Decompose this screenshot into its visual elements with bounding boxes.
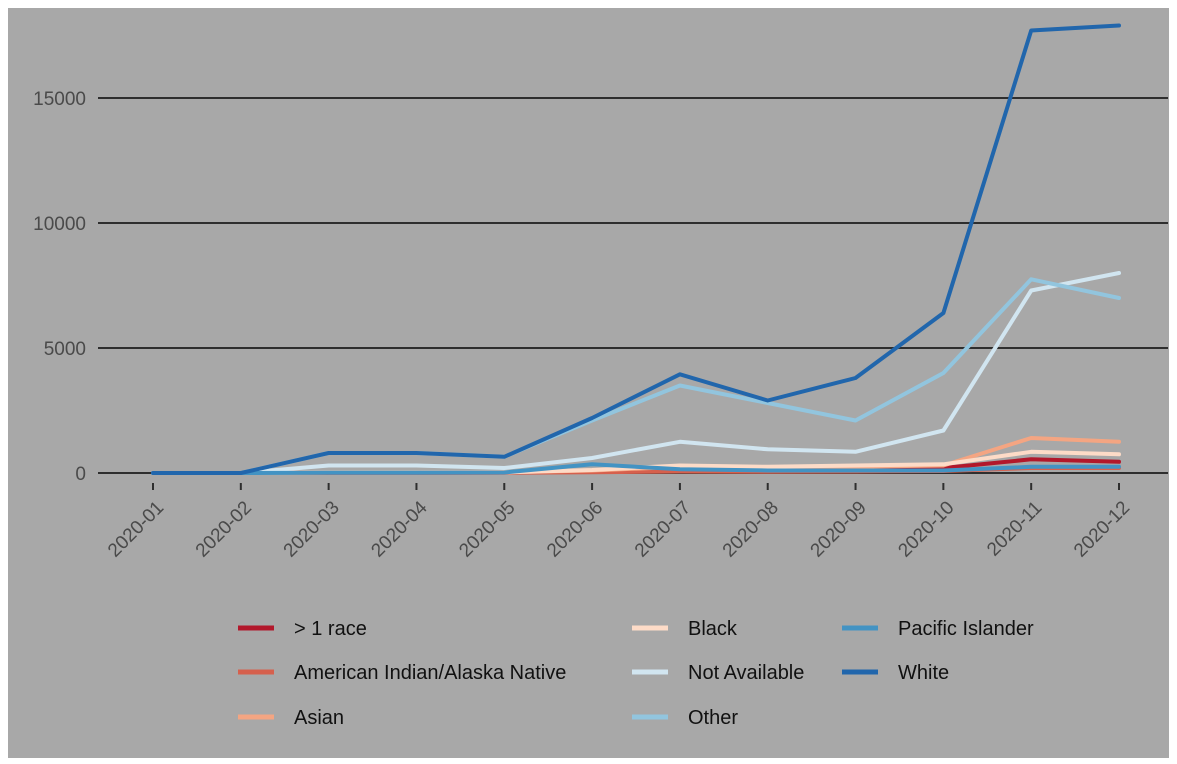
chart-frame: 0 5000 10000 15000 2020-01 2020-02 2020-03 2020… xyxy=(8,8,1169,758)
series-line-pacific-islander xyxy=(151,462,1121,475)
legend-label: > 1 race xyxy=(294,618,367,640)
line-chart: 0 5000 10000 15000 2020-01 2020-02 2020-03 2020… xyxy=(33,23,1168,729)
legend-label: Not Available xyxy=(688,662,804,684)
legend-label: White xyxy=(898,662,949,684)
legend-item: American Indian/Alaska Native xyxy=(238,662,566,684)
x-tick-label: 2020-07 xyxy=(631,497,695,561)
legend-label: Other xyxy=(688,707,738,729)
legend-item: > 1 race xyxy=(238,618,367,640)
legend-label: Black xyxy=(688,618,738,640)
x-tick-label: 2020-09 xyxy=(807,497,871,561)
x-tick-label: 2020-05 xyxy=(455,497,519,561)
gridlines xyxy=(98,97,1168,474)
y-tick-label: 15000 xyxy=(33,89,86,110)
x-tick-label: 2020-02 xyxy=(192,497,256,561)
x-tick-label: 2020-12 xyxy=(1070,497,1134,561)
legend: > 1 race American Indian/Alaska Native Asi… xyxy=(238,618,1034,729)
legend-item: White xyxy=(842,662,949,684)
x-tick-label: 2020-03 xyxy=(280,497,344,561)
x-tick-label: 2020-01 xyxy=(104,497,168,561)
x-tick-label: 2020-10 xyxy=(894,497,958,561)
x-tick-label: 2020-06 xyxy=(543,497,607,561)
y-tick-label: 10000 xyxy=(33,214,86,235)
legend-item: Other xyxy=(632,707,738,729)
x-tick-label: 2020-04 xyxy=(367,497,431,561)
legend-label: Pacific Islander xyxy=(898,618,1034,640)
legend-item: Asian xyxy=(238,707,344,729)
y-tick-label: 5000 xyxy=(44,339,86,360)
series-line-white xyxy=(151,23,1121,475)
series-line-not-available xyxy=(151,271,1121,475)
series-line-other xyxy=(151,277,1121,475)
legend-item: Black xyxy=(632,618,738,640)
series-lines xyxy=(151,23,1121,475)
y-tick-label: 0 xyxy=(75,464,86,485)
legend-item: Not Available xyxy=(632,662,804,684)
legend-item: Pacific Islander xyxy=(842,618,1034,640)
x-tick-label: 2020-08 xyxy=(719,497,783,561)
x-tick-label: 2020-11 xyxy=(983,497,1046,560)
axes: 0 5000 10000 15000 2020-01 2020-02 2020-03 2020… xyxy=(33,89,1134,562)
legend-label: American Indian/Alaska Native xyxy=(294,662,566,684)
legend-label: Asian xyxy=(294,707,344,729)
